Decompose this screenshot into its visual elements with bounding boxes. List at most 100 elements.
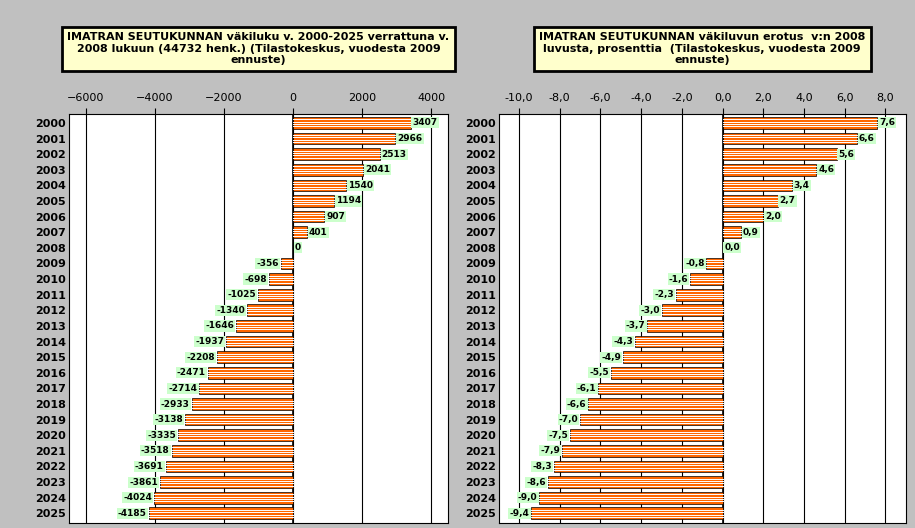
Bar <box>281 258 293 269</box>
Bar <box>192 398 293 410</box>
Bar <box>258 289 293 300</box>
Bar <box>723 164 816 176</box>
Text: 2513: 2513 <box>382 149 406 158</box>
Bar <box>547 476 723 488</box>
Bar <box>293 180 346 191</box>
Bar <box>540 492 723 504</box>
Bar <box>723 133 857 144</box>
Text: -5,5: -5,5 <box>589 369 608 378</box>
Bar <box>293 148 380 160</box>
Bar <box>269 273 293 285</box>
Bar <box>690 273 723 285</box>
Bar <box>166 460 293 473</box>
Text: -3335: -3335 <box>147 431 176 440</box>
Bar <box>236 320 293 332</box>
Bar <box>562 445 723 457</box>
Bar <box>554 460 723 473</box>
Bar <box>199 383 293 394</box>
Bar <box>154 492 293 504</box>
Bar <box>723 148 836 160</box>
Text: 0,0: 0,0 <box>725 243 740 252</box>
Text: -2208: -2208 <box>187 353 215 362</box>
Text: -7,0: -7,0 <box>559 415 578 424</box>
Bar <box>723 211 763 222</box>
Bar <box>580 414 723 426</box>
Bar <box>598 383 723 394</box>
Text: 6,6: 6,6 <box>859 134 875 143</box>
Text: -9,4: -9,4 <box>510 509 530 518</box>
Bar <box>723 180 791 191</box>
Bar <box>706 258 723 269</box>
Text: 3407: 3407 <box>413 118 437 127</box>
Bar <box>293 164 363 176</box>
Text: 0: 0 <box>295 243 301 252</box>
Text: -0,8: -0,8 <box>685 259 705 268</box>
Text: -4024: -4024 <box>124 493 152 502</box>
Text: -6,1: -6,1 <box>577 384 597 393</box>
Text: -4,9: -4,9 <box>601 353 621 362</box>
Text: IMATRAN SEUTUKUNNAN väkiluku v. 2000-2025 verrattuna v.
2008 lukuun (44732 henk.: IMATRAN SEUTUKUNNAN väkiluku v. 2000-202… <box>68 32 449 65</box>
Text: 1194: 1194 <box>336 196 361 205</box>
Bar <box>293 195 334 207</box>
Bar <box>148 507 293 519</box>
Text: 2041: 2041 <box>365 165 391 174</box>
Bar <box>293 133 395 144</box>
Text: -3138: -3138 <box>154 415 183 424</box>
Text: 0,9: 0,9 <box>743 228 759 237</box>
Text: 401: 401 <box>308 228 328 237</box>
Text: -4185: -4185 <box>118 509 146 518</box>
Text: -3691: -3691 <box>135 462 164 471</box>
Text: -698: -698 <box>244 275 267 284</box>
Text: 1540: 1540 <box>348 181 373 190</box>
Text: -8,3: -8,3 <box>533 462 552 471</box>
Text: IMATRAN SEUTUKUNNAN väkiluvun erotus  v:n 2008
luvusta, prosenttia  (Tilastokesk: IMATRAN SEUTUKUNNAN väkiluvun erotus v:n… <box>539 32 866 65</box>
Text: -2933: -2933 <box>161 400 189 409</box>
Text: -1,6: -1,6 <box>669 275 688 284</box>
Bar <box>160 476 293 488</box>
Bar <box>723 195 778 207</box>
Text: 5,6: 5,6 <box>838 149 855 158</box>
Text: -3518: -3518 <box>141 446 169 455</box>
Bar <box>208 367 293 379</box>
Bar <box>532 507 723 519</box>
Bar <box>723 117 877 129</box>
Text: 3,4: 3,4 <box>793 181 810 190</box>
Bar <box>172 445 293 457</box>
Text: -1340: -1340 <box>216 306 245 315</box>
Bar <box>247 305 293 316</box>
Text: -2714: -2714 <box>168 384 198 393</box>
Bar <box>610 367 723 379</box>
Text: 2,0: 2,0 <box>765 212 780 221</box>
Text: -1937: -1937 <box>195 337 224 346</box>
Bar <box>723 227 741 238</box>
Bar <box>293 227 307 238</box>
Text: -3,0: -3,0 <box>640 306 660 315</box>
Text: -7,5: -7,5 <box>548 431 568 440</box>
Text: -1025: -1025 <box>227 290 255 299</box>
Text: 7,6: 7,6 <box>879 118 895 127</box>
Bar <box>570 429 723 441</box>
Text: -3,7: -3,7 <box>626 322 645 331</box>
Bar <box>635 336 723 347</box>
Text: 2966: 2966 <box>397 134 423 143</box>
Bar <box>293 117 411 129</box>
Text: -4,3: -4,3 <box>613 337 633 346</box>
Text: 4,6: 4,6 <box>818 165 834 174</box>
Bar <box>293 211 324 222</box>
Text: 2,7: 2,7 <box>780 196 795 205</box>
Text: -356: -356 <box>256 259 279 268</box>
Bar <box>217 351 293 363</box>
Bar <box>588 398 723 410</box>
Text: -8,6: -8,6 <box>526 478 545 487</box>
Bar <box>178 429 293 441</box>
Bar <box>647 320 723 332</box>
Text: -9,0: -9,0 <box>518 493 537 502</box>
Bar <box>226 336 293 347</box>
Bar <box>623 351 723 363</box>
Bar <box>185 414 293 426</box>
Bar <box>662 305 723 316</box>
Text: -3861: -3861 <box>129 478 157 487</box>
Text: -6,6: -6,6 <box>566 400 587 409</box>
Text: 907: 907 <box>327 212 345 221</box>
Text: -2,3: -2,3 <box>654 290 674 299</box>
